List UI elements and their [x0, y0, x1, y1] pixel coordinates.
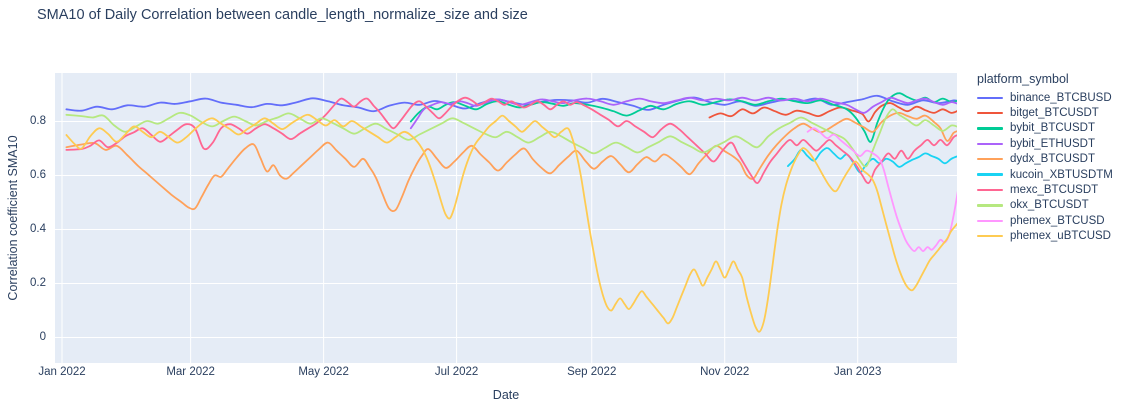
y-tick-label: 0.2	[30, 277, 46, 289]
chart-title: SMA10 of Daily Correlation between candl…	[37, 7, 528, 23]
x-tick-label: Mar 2022	[166, 366, 215, 378]
x-tick-label: Jul 2022	[434, 366, 479, 378]
y-tick-label: 0	[39, 331, 46, 343]
x-tick-label: May 2022	[298, 366, 349, 378]
legend-label: phemex_BTCUSD	[1010, 214, 1105, 227]
legend-items: binance_BTCBUSD bitget_BTCUSDT bybit_BTCUS…	[977, 90, 1113, 244]
legend-line-swatch	[977, 111, 1003, 115]
series-line-mexc_BTCUSDT	[65, 96, 957, 185]
y-tick-label: 0.6	[30, 169, 46, 181]
legend-label: mexc_BTCUSDT	[1010, 184, 1099, 197]
y-tick-label: 0.8	[30, 115, 46, 127]
legend-label: okx_BTCUSDT	[1010, 199, 1089, 212]
legend-line-swatch	[977, 219, 1003, 223]
legend-item-okx_BTCUSDT[interactable]: okx_BTCUSDT	[977, 198, 1113, 213]
legend: platform_symbol binance_BTCBUSD bitget_BT…	[977, 72, 1113, 244]
legend-item-phemex_BTCUSD[interactable]: phemex_BTCUSD	[977, 213, 1113, 228]
x-tick-label: Nov 2022	[700, 366, 750, 378]
series-line-phemex_uBTCUSD	[65, 113, 957, 333]
legend-label: bybit_ETHUSDT	[1010, 137, 1095, 150]
legend-line-swatch	[977, 188, 1003, 192]
legend-item-kucoin_XBTUSDTM[interactable]: kucoin_XBTUSDTM	[977, 167, 1113, 182]
x-axis-title: Date	[492, 388, 520, 402]
legend-label: bybit_BTCUSDT	[1010, 122, 1095, 135]
legend-line-swatch	[977, 158, 1003, 161]
series-line-phemex_BTCUSD	[806, 127, 957, 252]
legend-line-swatch	[977, 127, 1003, 130]
legend-item-dydx_BTCUSDT[interactable]: dydx_BTCUSDT	[977, 152, 1113, 167]
legend-label: kucoin_XBTUSDTM	[1010, 168, 1113, 181]
legend-line-swatch	[977, 173, 1003, 176]
series-group	[65, 92, 957, 333]
legend-label: dydx_BTCUSDT	[1010, 153, 1095, 166]
y-tick-label: 0.4	[30, 223, 46, 235]
legend-item-phemex_uBTCUSD[interactable]: phemex_uBTCUSD	[977, 229, 1113, 244]
legend-item-bitget_BTCUSDT[interactable]: bitget_BTCUSDT	[977, 105, 1113, 120]
legend-label: phemex_uBTCUSD	[1010, 230, 1111, 243]
legend-line-swatch	[977, 235, 1003, 238]
x-tick-label: Jan 2022	[38, 366, 86, 378]
y-axis-title: Correlation coefficient SMA10	[6, 135, 20, 301]
series-line-okx_BTCUSDT	[65, 108, 957, 168]
legend-label: bitget_BTCUSDT	[1010, 107, 1099, 120]
series-line-bybit_BTCUSDT	[409, 92, 957, 143]
legend-title: platform_symbol	[977, 72, 1069, 86]
x-tick-label: Sep 2022	[567, 366, 617, 378]
legend-line-swatch	[977, 142, 1003, 146]
legend-line-swatch	[977, 96, 1003, 99]
legend-label: binance_BTCBUSD	[1010, 91, 1112, 104]
legend-line-swatch	[977, 204, 1003, 207]
series-line-kucoin_XBTUSDTM	[787, 147, 957, 174]
series-line-bitget_BTCUSDT	[708, 102, 957, 123]
legend-item-bybit_BTCUSDT[interactable]: bybit_BTCUSDT	[977, 121, 1113, 136]
legend-item-binance_BTCBUSD[interactable]: binance_BTCBUSD	[977, 90, 1113, 105]
x-tick-label: Jan 2023	[834, 366, 882, 378]
legend-item-bybit_ETHUSDT[interactable]: bybit_ETHUSDT	[977, 136, 1113, 151]
legend-item-mexc_BTCUSDT[interactable]: mexc_BTCUSDT	[977, 182, 1113, 197]
